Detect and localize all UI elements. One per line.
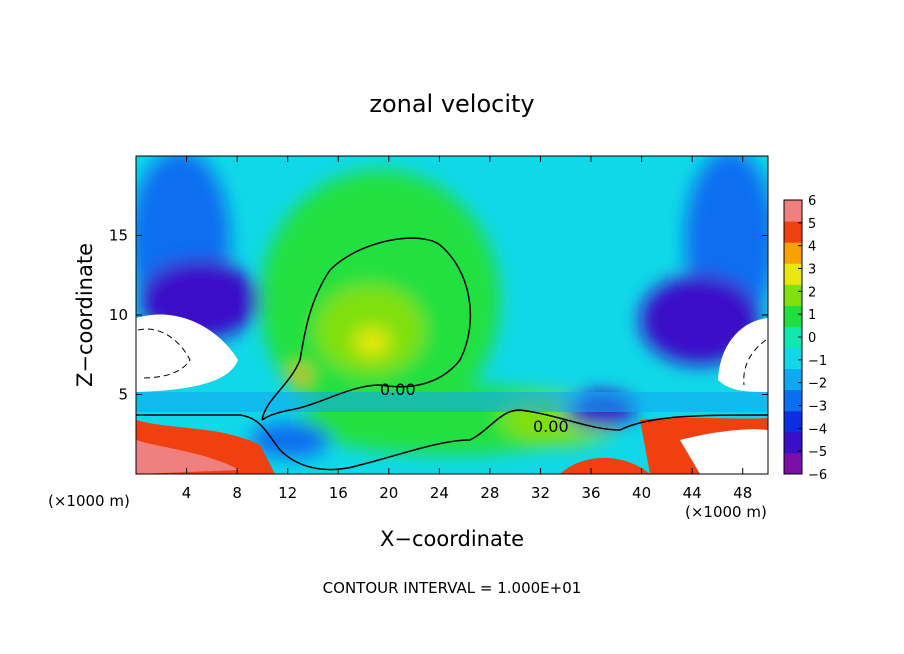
velocity-field bbox=[136, 156, 768, 474]
chart-title: zonal velocity bbox=[369, 90, 534, 118]
x-tick-label: 20 bbox=[379, 484, 398, 502]
x-tick-label: 44 bbox=[683, 484, 702, 502]
x-tick-label: 4 bbox=[182, 484, 192, 502]
zero-contour-lower bbox=[136, 409, 768, 471]
dashed-contour-left bbox=[137, 328, 191, 379]
colorbar-swatch bbox=[784, 200, 802, 222]
colorbar bbox=[783, 199, 803, 475]
colorbar-swatch bbox=[784, 221, 802, 243]
colorbar-swatch bbox=[784, 410, 802, 433]
colorbar-tick-label: 5 bbox=[808, 217, 816, 232]
colorbar-swatch bbox=[784, 284, 802, 306]
colorbar-tick-label: −2 bbox=[808, 377, 827, 392]
contour-label-1: 0.00 bbox=[380, 380, 416, 399]
x-axis: 4 8 12 16 20 24 28 32 36 40 44 48 bbox=[182, 156, 752, 502]
y-tick-label: 10 bbox=[109, 306, 128, 324]
y-axis: 5 10 15 bbox=[109, 227, 768, 404]
contour-label-2: 0.00 bbox=[533, 417, 569, 436]
colorbar-swatch bbox=[784, 326, 802, 349]
x-tick-label: 28 bbox=[480, 484, 499, 502]
colorbar-tick-label: 2 bbox=[808, 285, 816, 300]
colorbar-swatch bbox=[784, 452, 802, 475]
colorbar-ticks: 6 5 4 3 2 1 0 −1 −2 −3 −4 −5 −6 bbox=[798, 194, 827, 483]
colorbar-tick-label: 1 bbox=[808, 308, 816, 323]
colorbar-tick-label: 4 bbox=[808, 240, 816, 255]
x-unit-left: (×1000 m) bbox=[48, 492, 130, 510]
x-tick-label: 16 bbox=[329, 484, 348, 502]
colorbar-swatch bbox=[784, 263, 802, 285]
colorbar-tick-label: −6 bbox=[808, 468, 827, 483]
x-tick-label: 36 bbox=[581, 484, 600, 502]
x-tick-label: 32 bbox=[531, 484, 550, 502]
colorbar-swatch bbox=[784, 242, 802, 264]
zero-contour-main bbox=[261, 237, 472, 421]
colorbar-tick-label: −1 bbox=[808, 354, 827, 369]
x-axis-label: X−coordinate bbox=[380, 527, 524, 551]
x-tick-label: 40 bbox=[632, 484, 651, 502]
x-unit-right: (×1000 m) bbox=[685, 503, 767, 521]
dashed-contour-right bbox=[743, 339, 767, 386]
colorbar-swatch bbox=[784, 431, 802, 454]
x-tick-label: 24 bbox=[430, 484, 449, 502]
colorbar-tick-label: −4 bbox=[808, 422, 827, 437]
colorbar-tick-label: −3 bbox=[808, 400, 827, 415]
x-tick-label: 8 bbox=[232, 484, 242, 502]
colorbar-tick-label: 6 bbox=[808, 194, 816, 209]
x-tick-label: 48 bbox=[733, 484, 752, 502]
y-tick-label: 15 bbox=[109, 227, 128, 245]
colorbar-swatch bbox=[784, 389, 802, 412]
colorbar-tick-label: 3 bbox=[808, 263, 816, 278]
y-axis-label: Z−coordinate bbox=[73, 243, 97, 387]
colorbar-swatch bbox=[784, 368, 802, 391]
colorbar-swatch bbox=[784, 347, 802, 370]
colorbar-swatch bbox=[784, 305, 802, 327]
colorbar-tick-label: 0 bbox=[808, 331, 816, 346]
colorbar-tick-label: −5 bbox=[808, 445, 827, 460]
contour-interval-footer: CONTOUR INTERVAL = 1.000E+01 bbox=[323, 579, 582, 597]
x-tick-label: 12 bbox=[278, 484, 297, 502]
y-tick-label: 5 bbox=[118, 386, 128, 404]
